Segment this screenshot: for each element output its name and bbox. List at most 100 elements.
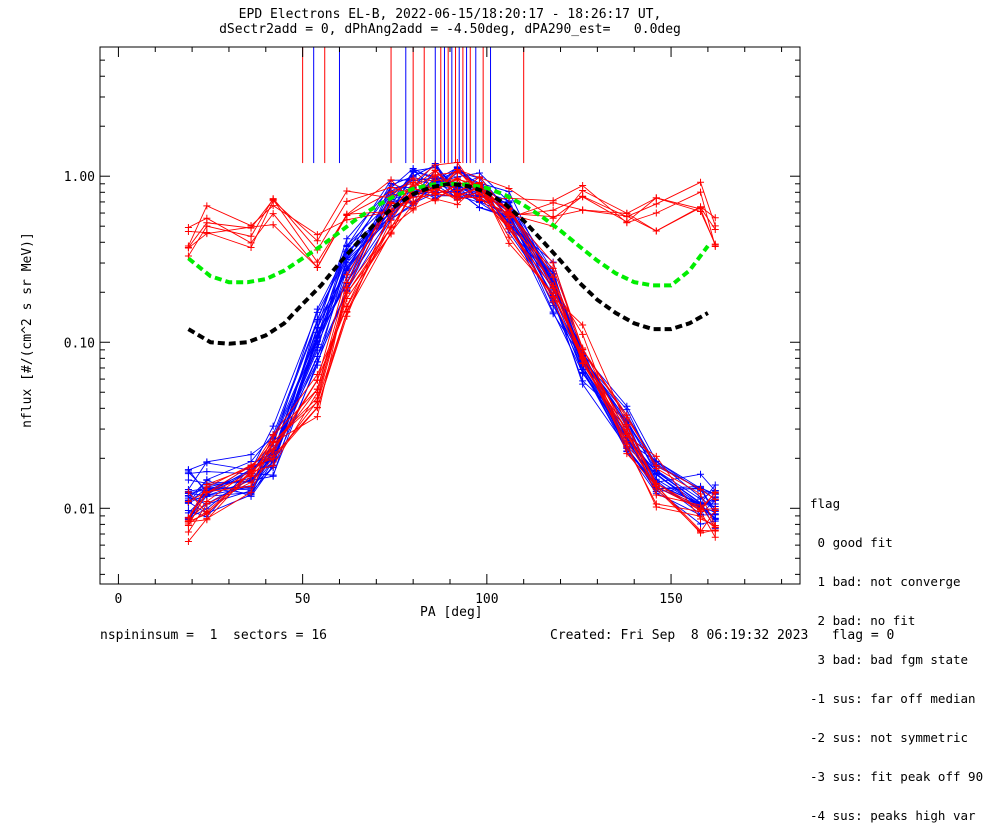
data-marker [343, 235, 351, 243]
y-tick-label: 0.01 [64, 502, 95, 517]
data-marker [711, 514, 719, 522]
data-marker [652, 194, 660, 202]
data-marker [343, 187, 351, 195]
series-line [188, 191, 716, 518]
data-marker [184, 528, 192, 536]
legend-item: -4 sus: peaks high var [810, 808, 976, 823]
series-line [188, 182, 716, 532]
data-marker [453, 158, 461, 166]
data-marker [269, 472, 277, 480]
y-tick-label: 1.00 [64, 170, 95, 185]
x-tick-label: 100 [475, 592, 498, 607]
data-marker [184, 227, 192, 235]
legend-title: flag [810, 496, 841, 511]
data-marker [453, 165, 461, 173]
data-marker [623, 450, 631, 458]
data-marker [184, 476, 192, 484]
data-marker [387, 176, 395, 184]
series-line [188, 185, 716, 538]
data-marker [184, 537, 192, 545]
data-marker [579, 321, 587, 329]
data-marker [184, 521, 192, 529]
data-marker [623, 443, 631, 451]
series-group [184, 158, 719, 545]
data-marker [313, 258, 321, 266]
data-marker [623, 218, 631, 226]
legend-item: 0 good fit [810, 535, 893, 550]
data-marker [184, 506, 192, 514]
data-marker [203, 229, 211, 237]
data-marker [269, 422, 277, 430]
data-marker [475, 204, 483, 212]
y-axis-label: nflux [#/(cm^2 s sr MeV)] [20, 232, 35, 428]
data-marker [343, 211, 351, 219]
data-marker [549, 199, 557, 207]
data-marker [697, 470, 705, 478]
data-marker [387, 216, 395, 224]
data-marker [652, 461, 660, 469]
data-marker [652, 227, 660, 235]
axes-group: 0 50 100 150 0.01 0.10 1.00 [64, 47, 800, 607]
fit-curve [187, 181, 710, 288]
data-marker [313, 237, 321, 245]
data-marker [549, 264, 557, 272]
data-marker [711, 241, 719, 249]
data-marker [431, 190, 439, 198]
series-line [188, 177, 716, 505]
data-marker [269, 196, 277, 204]
data-marker [505, 221, 513, 229]
data-marker [343, 197, 351, 205]
x-tick-label: 50 [295, 592, 311, 607]
data-marker [203, 202, 211, 210]
data-marker [184, 252, 192, 260]
data-marker [505, 233, 513, 241]
series-line [188, 187, 716, 510]
data-marker [505, 239, 513, 247]
data-marker [409, 164, 417, 172]
series-line [188, 176, 716, 529]
data-marker [652, 491, 660, 499]
data-marker [549, 308, 557, 316]
data-marker [549, 213, 557, 221]
series-line [188, 168, 716, 542]
legend-item: 1 bad: not converge [810, 574, 961, 589]
series-line [188, 177, 716, 522]
chart-title-line2: dSectr2add = 0, dPhAng2add = -4.50deg, d… [219, 22, 681, 37]
data-marker [343, 284, 351, 292]
data-marker [549, 298, 557, 306]
data-marker [247, 224, 255, 232]
data-marker [203, 468, 211, 476]
series-line [188, 169, 716, 528]
x-tick-label: 0 [115, 592, 123, 607]
data-marker [313, 371, 321, 379]
data-marker [313, 413, 321, 421]
data-marker [453, 176, 461, 184]
flag-legend: flag 0 good fit 1 bad: not converge 2 ba… [810, 471, 983, 835]
series-line [188, 186, 716, 520]
data-marker [697, 528, 705, 536]
data-marker [623, 414, 631, 422]
data-marker [711, 225, 719, 233]
data-marker [203, 488, 211, 496]
data-marker [184, 470, 192, 478]
data-marker [579, 365, 587, 373]
data-marker [247, 478, 255, 486]
data-marker [579, 193, 587, 201]
data-marker [579, 330, 587, 338]
legend-item: -3 sus: fit peak off 90 [810, 769, 984, 784]
data-marker [711, 527, 719, 535]
data-marker [711, 489, 719, 497]
data-marker [652, 452, 660, 460]
data-marker [711, 214, 719, 222]
footer-left: nspininsum = 1 sectors = 16 [100, 628, 327, 643]
pitch-angle-chart: 0 50 100 150 0.01 0.10 1.00 [64, 46, 801, 607]
data-marker [247, 451, 255, 459]
legend-item: -1 sus: far off median [810, 691, 976, 706]
data-marker [697, 485, 705, 493]
data-marker [652, 500, 660, 508]
data-marker [623, 402, 631, 410]
data-marker [269, 445, 277, 453]
data-marker [184, 243, 192, 251]
data-marker [203, 515, 211, 523]
data-marker [313, 361, 321, 369]
